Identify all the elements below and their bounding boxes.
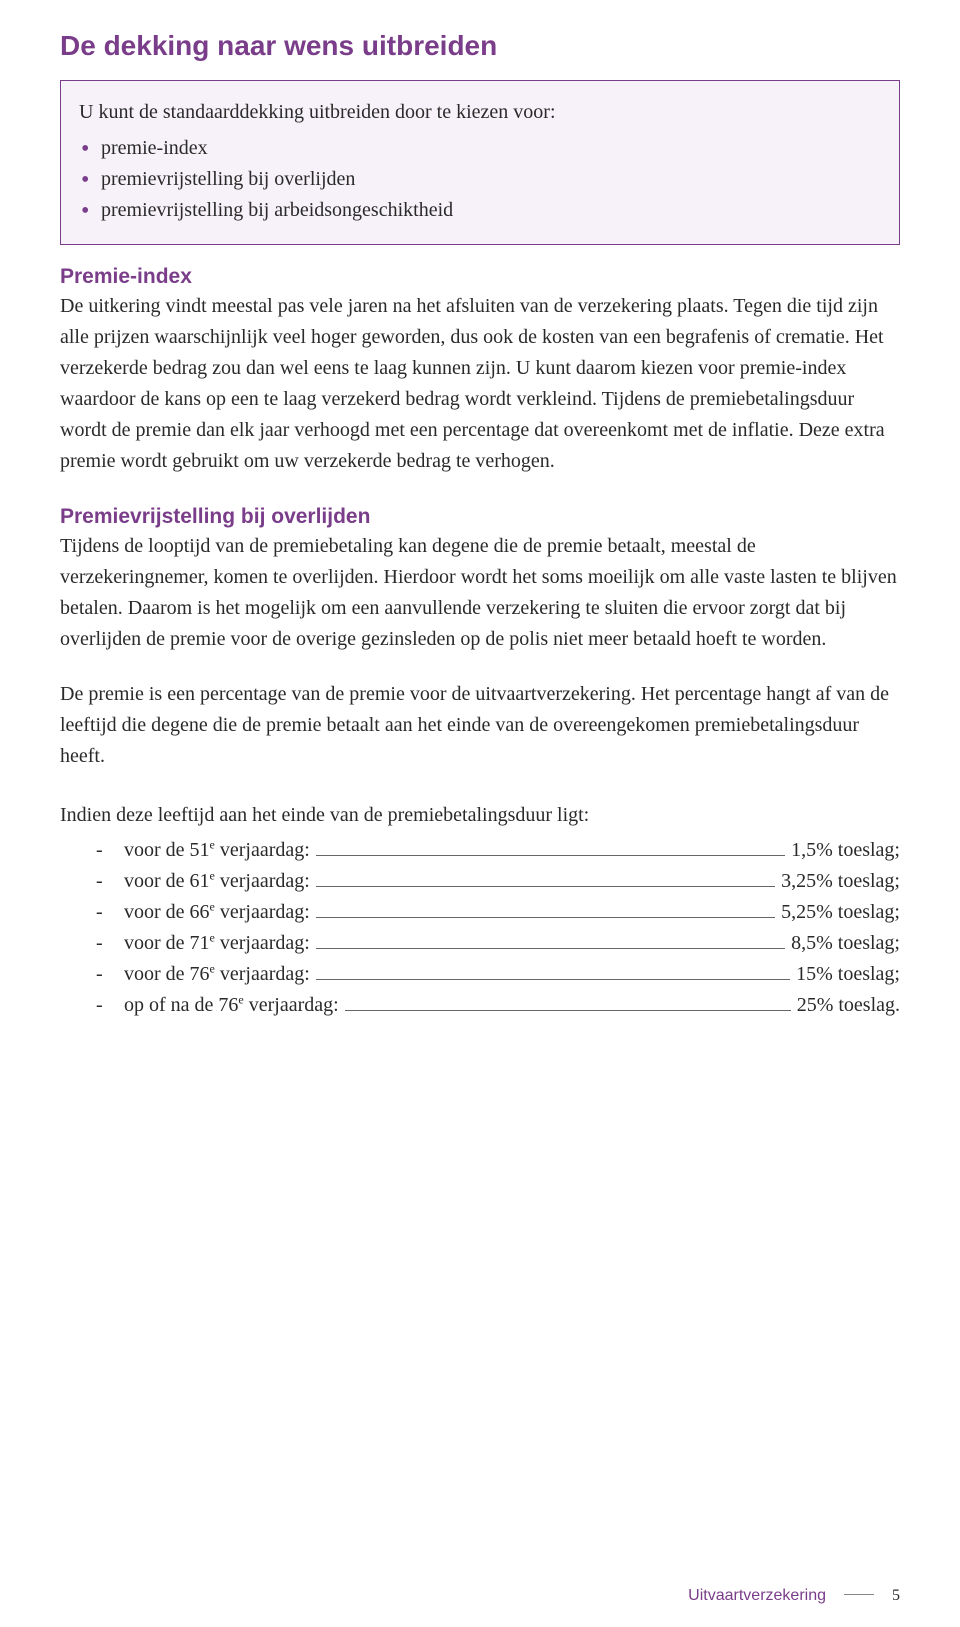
age-row: - voor de 76e verjaardag: 15% toeslag; <box>96 959 900 990</box>
filler-line <box>316 886 775 887</box>
age-row: - voor de 51e verjaardag: 1,5% toeslag; <box>96 835 900 866</box>
footer-title: Uitvaartverzekering <box>688 1587 826 1605</box>
age-value: 5,25% toeslag; <box>781 897 900 928</box>
page-footer: Uitvaartverzekering 5 <box>688 1587 900 1605</box>
filler-line <box>316 979 790 980</box>
age-value: 8,5% toeslag; <box>791 928 900 959</box>
callout-item: premie-index <box>79 133 881 164</box>
callout-item: premievrijstelling bij arbeidsongeschikt… <box>79 195 881 226</box>
section-heading-premie-index: Premie-index <box>60 265 900 289</box>
callout-list: premie-index premievrijstelling bij over… <box>79 133 881 226</box>
section-heading-premievrijstelling: Premievrijstelling bij overlijden <box>60 505 900 529</box>
footer-line <box>844 1594 874 1595</box>
callout-intro: U kunt de standaarddekking uitbreiden do… <box>79 97 881 127</box>
age-value: 25% toeslag. <box>797 990 900 1021</box>
age-value: 15% toeslag; <box>796 959 900 990</box>
dash: - <box>96 835 124 866</box>
age-label: voor de 61e verjaardag: <box>124 866 310 897</box>
filler-line <box>316 917 775 918</box>
age-value: 3,25% toeslag; <box>781 866 900 897</box>
dash: - <box>96 928 124 959</box>
age-row: - op of na de 76e verjaardag: 25% toesla… <box>96 990 900 1021</box>
section-body-premie-index: De uitkering vindt meestal pas vele jare… <box>60 291 900 477</box>
callout-item: premievrijstelling bij overlijden <box>79 164 881 195</box>
section-body-premievrijstelling: Tijdens de looptijd van de premiebetalin… <box>60 531 900 655</box>
age-value: 1,5% toeslag; <box>791 835 900 866</box>
dash: - <box>96 959 124 990</box>
age-row: - voor de 61e verjaardag: 3,25% toeslag; <box>96 866 900 897</box>
dash: - <box>96 990 124 1021</box>
age-row: - voor de 66e verjaardag: 5,25% toeslag; <box>96 897 900 928</box>
filler-line <box>316 948 785 949</box>
age-label: voor de 66e verjaardag: <box>124 897 310 928</box>
age-list: - voor de 51e verjaardag: 1,5% toeslag; … <box>60 835 900 1021</box>
filler-line <box>345 1010 791 1011</box>
age-row: - voor de 71e verjaardag: 8,5% toeslag; <box>96 928 900 959</box>
percentage-para: De premie is een percentage van de premi… <box>60 679 900 772</box>
dash: - <box>96 866 124 897</box>
dash: - <box>96 897 124 928</box>
age-intro: Indien deze leeftijd aan het einde van d… <box>60 800 900 831</box>
age-label: voor de 76e verjaardag: <box>124 959 310 990</box>
age-label: voor de 71e verjaardag: <box>124 928 310 959</box>
filler-line <box>316 855 785 856</box>
footer-page-number: 5 <box>892 1587 900 1605</box>
age-label: voor de 51e verjaardag: <box>124 835 310 866</box>
callout-box: U kunt de standaarddekking uitbreiden do… <box>60 80 900 245</box>
age-label: op of na de 76e verjaardag: <box>124 990 339 1021</box>
page-title: De dekking naar wens uitbreiden <box>60 30 900 62</box>
